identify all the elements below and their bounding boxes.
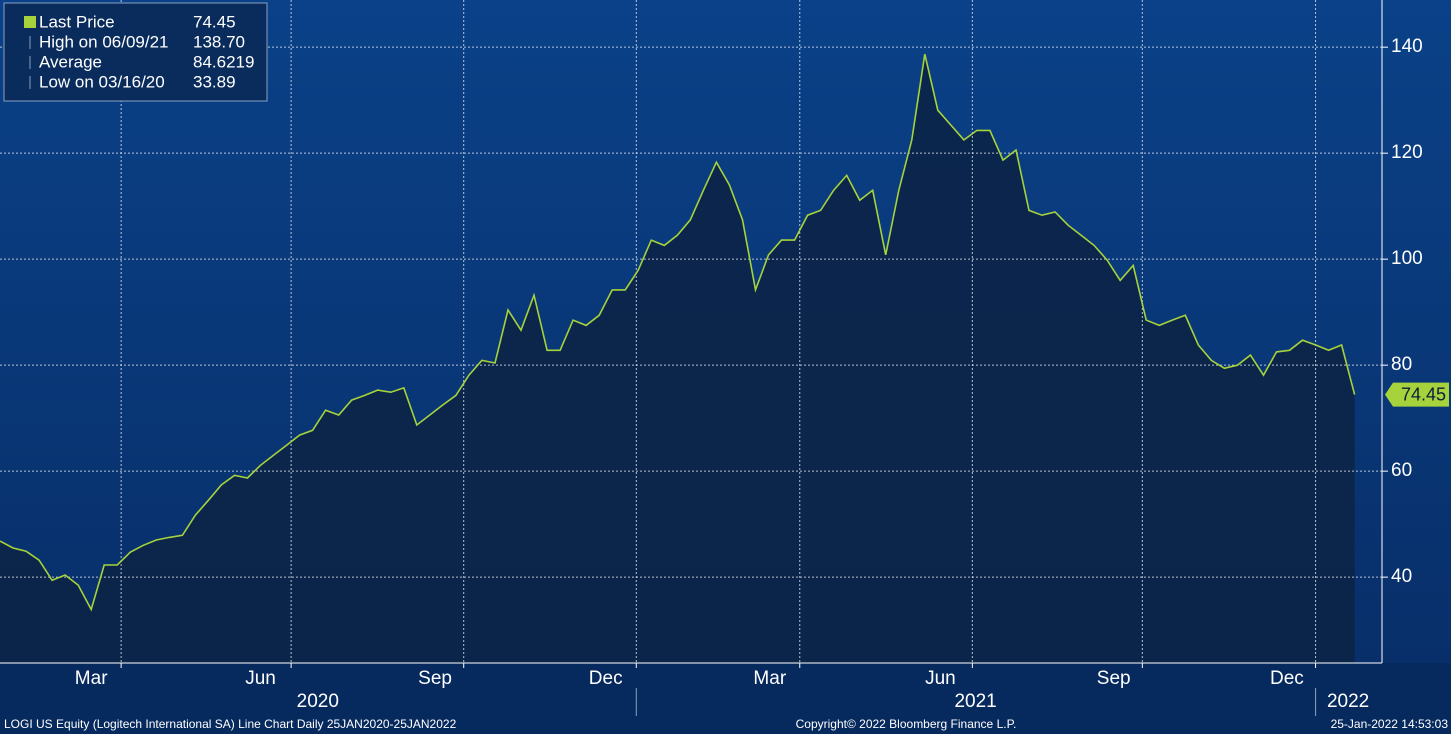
legend-label: Average: [39, 52, 102, 71]
y-tick-label: 120: [1391, 142, 1423, 163]
legend-swatch: [24, 16, 36, 28]
axis-band: [0, 663, 1451, 734]
x-tick-label: Mar: [753, 668, 786, 689]
y-tick-label: 60: [1391, 460, 1412, 481]
x-tick-label: Sep: [418, 668, 452, 689]
x-tick-label: Dec: [1270, 668, 1304, 689]
legend-box: [3, 2, 268, 102]
legend-label: High on 06/09/21: [39, 32, 169, 51]
x-tick-label: Sep: [1097, 668, 1131, 689]
plot: [0, 0, 1382, 664]
legend-value: 33.89: [193, 72, 236, 91]
year-label: 2021: [954, 691, 996, 712]
y-tick-label: 100: [1391, 248, 1423, 269]
x-tick-label: Jun: [245, 668, 276, 689]
x-tick-label: Dec: [589, 668, 623, 689]
footer-right: 25-Jan-2022 14:53:03: [1331, 717, 1449, 731]
x-tick-label: Jun: [925, 668, 956, 689]
area: [0, 54, 1355, 664]
year-label: 2020: [297, 691, 339, 712]
legend-value: 84.6219: [193, 52, 254, 71]
legend: Last Price 74.45 High on 06/09/21 138.70 Ave…: [3, 2, 268, 102]
legend-value: 74.45: [193, 12, 236, 31]
year-label: 2022: [1327, 691, 1369, 712]
price-line: [0, 53, 1356, 612]
y-tick-label: 40: [1391, 566, 1412, 587]
y-tick-label: 80: [1391, 354, 1412, 375]
x-tick-label: Mar: [75, 668, 108, 689]
last-price-tag: [1385, 382, 1449, 407]
last-price-label: 74.45: [1401, 384, 1446, 404]
footer-center: Copyright© 2022 Bloomberg Finance L.P.: [796, 717, 1017, 731]
y-tick-label: 140: [1391, 36, 1423, 57]
legend-value: 138.70: [193, 32, 245, 51]
footer-left: LOGI US Equity (Logitech International S…: [4, 717, 457, 731]
legend-label: Low on 03/16/20: [39, 72, 165, 91]
legend-label: Last Price: [39, 12, 115, 31]
